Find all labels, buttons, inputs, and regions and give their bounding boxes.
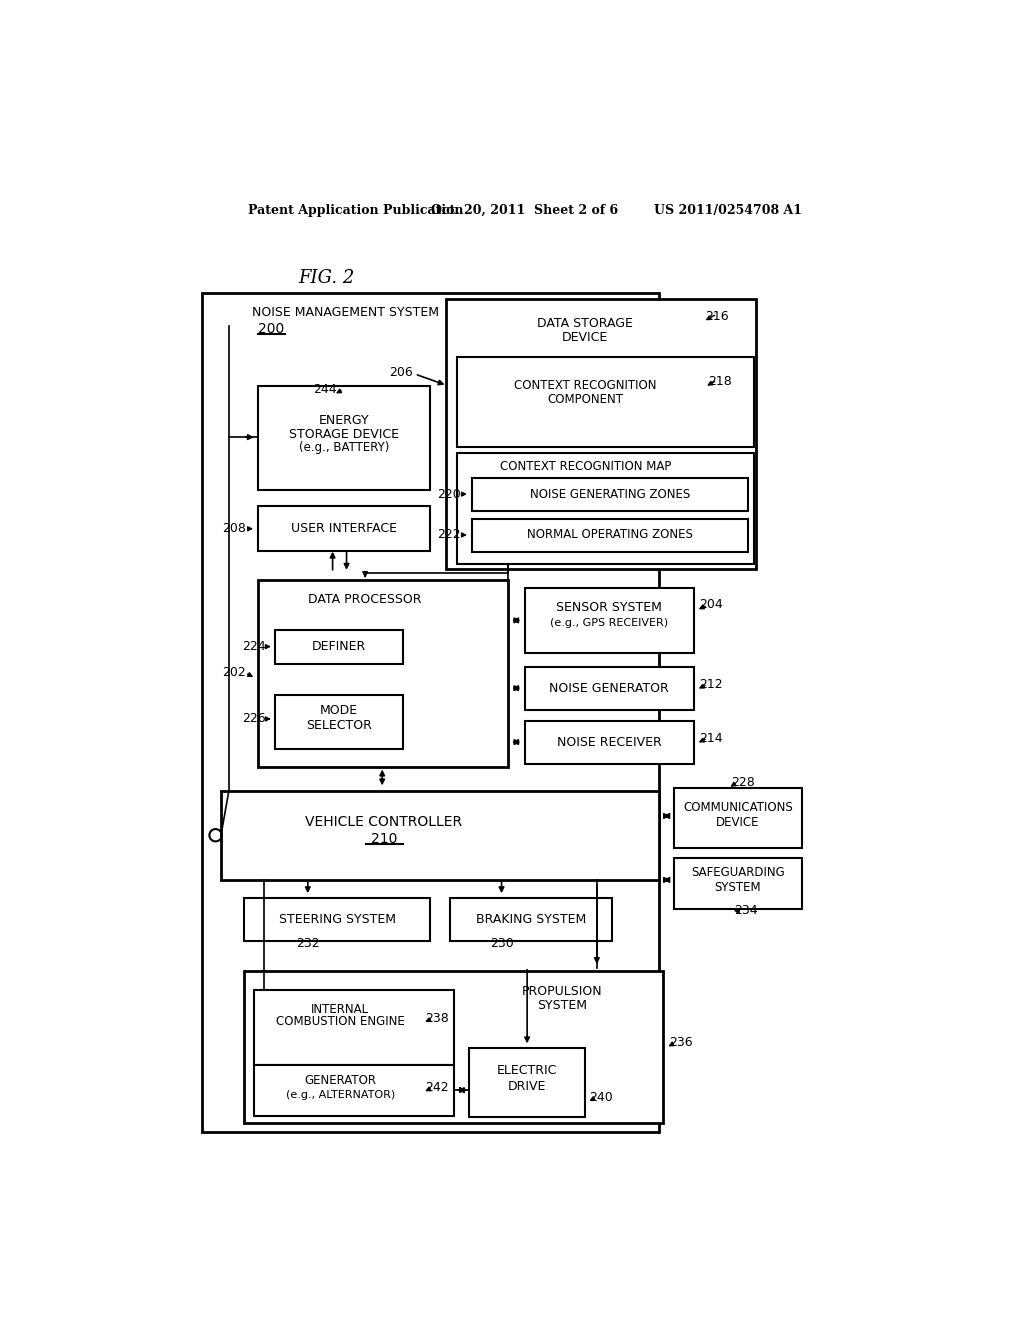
Bar — [472, 478, 748, 511]
Text: INTERNAL: INTERNAL — [311, 1003, 370, 1016]
Text: FIG. 2: FIG. 2 — [299, 269, 355, 286]
Text: BRAKING SYSTEM: BRAKING SYSTEM — [476, 912, 586, 925]
Text: GENERATOR: GENERATOR — [304, 1074, 377, 1088]
Text: 242: 242 — [425, 1081, 449, 1094]
Text: CONTEXT RECOGNITION: CONTEXT RECOGNITION — [514, 379, 656, 392]
Bar — [524, 667, 693, 710]
Text: 210: 210 — [371, 832, 397, 846]
Text: 214: 214 — [699, 731, 723, 744]
Text: 212: 212 — [699, 677, 723, 690]
Text: ENERGY: ENERGY — [318, 413, 370, 426]
Text: Patent Application Publication: Patent Application Publication — [248, 205, 464, 218]
Bar — [675, 788, 802, 847]
Text: 222: 222 — [437, 528, 461, 541]
Bar — [202, 293, 658, 1133]
Text: SYSTEM: SYSTEM — [537, 999, 587, 1012]
Bar — [675, 858, 802, 909]
Text: SAFEGUARDING: SAFEGUARDING — [691, 866, 784, 879]
Text: (e.g., GPS RECEIVER): (e.g., GPS RECEIVER) — [550, 618, 669, 628]
Bar — [469, 1048, 586, 1117]
Text: NOISE RECEIVER: NOISE RECEIVER — [557, 735, 662, 748]
Text: 220: 220 — [437, 487, 461, 500]
Text: DATA STORAGE: DATA STORAGE — [538, 317, 633, 330]
Text: SELECTOR: SELECTOR — [306, 718, 372, 731]
Text: 230: 230 — [489, 937, 513, 950]
Bar — [254, 1065, 454, 1115]
Text: Oct. 20, 2011  Sheet 2 of 6: Oct. 20, 2011 Sheet 2 of 6 — [431, 205, 618, 218]
Text: USER INTERFACE: USER INTERFACE — [291, 523, 397, 536]
Text: 200: 200 — [258, 322, 285, 337]
Text: SENSOR SYSTEM: SENSOR SYSTEM — [556, 601, 663, 614]
Bar — [457, 358, 755, 447]
Text: DEVICE: DEVICE — [716, 816, 760, 829]
Text: NORMAL OPERATING ZONES: NORMAL OPERATING ZONES — [527, 528, 693, 541]
Text: NOISE GENERATOR: NOISE GENERATOR — [550, 681, 669, 694]
Text: 216: 216 — [706, 310, 729, 323]
Text: COMPONENT: COMPONENT — [547, 393, 624, 407]
Text: PROPULSION: PROPULSION — [521, 985, 602, 998]
Text: SYSTEM: SYSTEM — [715, 880, 761, 894]
Text: STORAGE DEVICE: STORAGE DEVICE — [289, 428, 399, 441]
Text: 208: 208 — [222, 523, 246, 536]
Text: DEFINER: DEFINER — [311, 640, 366, 653]
Bar — [445, 300, 756, 569]
Text: COMBUSTION ENGINE: COMBUSTION ENGINE — [276, 1015, 404, 1028]
Text: 234: 234 — [734, 904, 758, 917]
Text: CONTEXT RECOGNITION MAP: CONTEXT RECOGNITION MAP — [500, 459, 671, 473]
Bar — [524, 589, 693, 653]
Text: 236: 236 — [669, 1036, 692, 1049]
Text: NOISE GENERATING ZONES: NOISE GENERATING ZONES — [530, 487, 690, 500]
Text: 218: 218 — [708, 375, 731, 388]
Bar — [275, 696, 403, 748]
Text: NOISE MANAGEMENT SYSTEM: NOISE MANAGEMENT SYSTEM — [252, 306, 439, 319]
Text: DRIVE: DRIVE — [508, 1080, 547, 1093]
Bar — [524, 721, 693, 764]
Bar — [254, 990, 454, 1065]
Text: ELECTRIC: ELECTRIC — [497, 1064, 557, 1077]
Text: MODE: MODE — [319, 704, 357, 717]
Bar — [457, 453, 755, 564]
Bar — [258, 385, 430, 490]
Text: 238: 238 — [425, 1012, 449, 1026]
Bar — [472, 519, 748, 552]
Text: STEERING SYSTEM: STEERING SYSTEM — [279, 912, 395, 925]
Bar — [275, 630, 403, 664]
Text: 228: 228 — [731, 776, 755, 788]
Text: (e.g., ALTERNATOR): (e.g., ALTERNATOR) — [286, 1090, 395, 1100]
Bar — [258, 581, 508, 767]
Bar — [258, 507, 430, 552]
Text: 226: 226 — [243, 713, 266, 726]
Bar — [221, 792, 658, 880]
Text: DATA PROCESSOR: DATA PROCESSOR — [307, 593, 421, 606]
Text: US 2011/0254708 A1: US 2011/0254708 A1 — [654, 205, 802, 218]
Text: DEVICE: DEVICE — [562, 331, 608, 345]
Text: (e.g., BATTERY): (e.g., BATTERY) — [299, 441, 389, 454]
Text: VEHICLE CONTROLLER: VEHICLE CONTROLLER — [305, 816, 462, 829]
Text: 240: 240 — [589, 1092, 613, 1105]
Text: 204: 204 — [699, 598, 723, 611]
Bar — [450, 898, 612, 941]
Text: 244: 244 — [313, 383, 337, 396]
Text: 232: 232 — [296, 937, 319, 950]
Text: COMMUNICATIONS: COMMUNICATIONS — [683, 801, 793, 814]
Text: 206: 206 — [389, 366, 414, 379]
Bar — [245, 898, 430, 941]
Bar — [245, 970, 663, 1123]
Text: 224: 224 — [243, 640, 266, 653]
Text: 202: 202 — [222, 667, 246, 680]
